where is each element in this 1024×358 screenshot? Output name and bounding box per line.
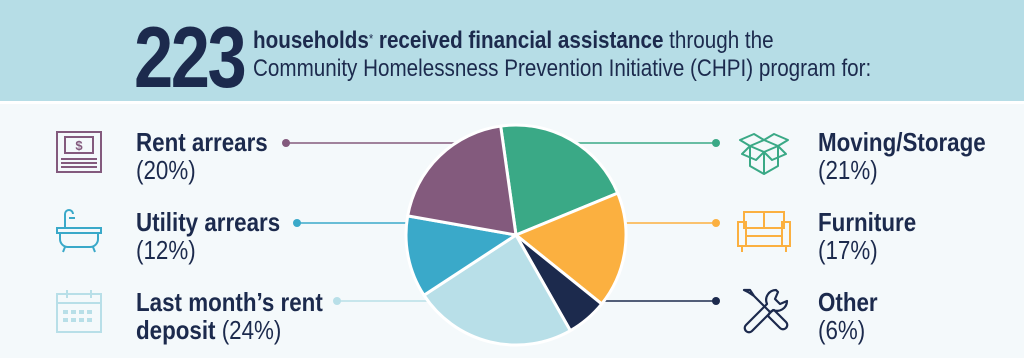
category-label: Moving/Storage [818,127,986,157]
headline-line-1: households* received financial assistanc… [253,27,871,55]
leader-dot [712,219,720,227]
category-label: Last month’s rent [136,287,323,317]
sofa-icon [737,211,791,252]
headline: households* received financial assistanc… [253,27,871,83]
category-moving-storage: Moving/Storage (21%) [818,128,986,184]
category-rent-arrears: Rent arrears (20%) [136,128,268,184]
leader-dot [293,219,301,227]
pie-slice-last-month-s-rent-deposit [422,233,572,347]
category-label: Utility arrears [136,207,281,237]
cash-register-icon: $ [56,131,102,173]
svg-text:$: $ [75,138,83,153]
pie-slice-furniture [514,191,628,306]
tools-icon [742,288,789,334]
category-label: Other [818,287,878,317]
category-percent: (21%) [818,155,878,185]
headline-bold-2: received financial assistance [378,27,664,54]
leader-dot [712,139,720,147]
category-label: Furniture [818,207,917,237]
category-label: Rent arrears [136,127,268,157]
category-other: Other (6%) [818,288,878,344]
pie-slice-moving-storage [499,123,620,237]
headline-bold-1: households [253,27,369,54]
category-label-line-2: deposit (24%) [136,315,282,345]
leader-dot [282,139,290,147]
calendar-icon [56,290,102,333]
household-count: 223 [134,10,247,106]
footnote-mark: * [368,31,374,46]
category-last-months-rent-deposit: Last month’s rent deposit (24%) [136,288,323,344]
leader-dot [333,297,341,305]
category-utility-arrears: Utility arrears (12%) [136,208,280,264]
header-banner: 223 households* received financial assis… [0,0,1024,104]
pie-slice-rent-arrears [406,124,518,237]
leader-lines [282,139,720,305]
headline-rest: through the [669,27,774,54]
bathtub-icon [56,209,102,253]
category-percent: (6%) [818,315,866,345]
category-percent: (24%) [221,315,282,345]
pie-slices [404,123,628,347]
box-icon [739,133,789,175]
category-percent: (20%) [136,155,196,185]
pie-slice-utility-arrears [404,214,518,297]
headline-line-2: Community Homelessness Prevention Initia… [253,55,872,82]
category-percent: (12%) [136,235,196,265]
category-furniture: Furniture (17%) [818,208,916,264]
category-percent: (17%) [818,235,878,265]
leader-dot [712,297,720,305]
